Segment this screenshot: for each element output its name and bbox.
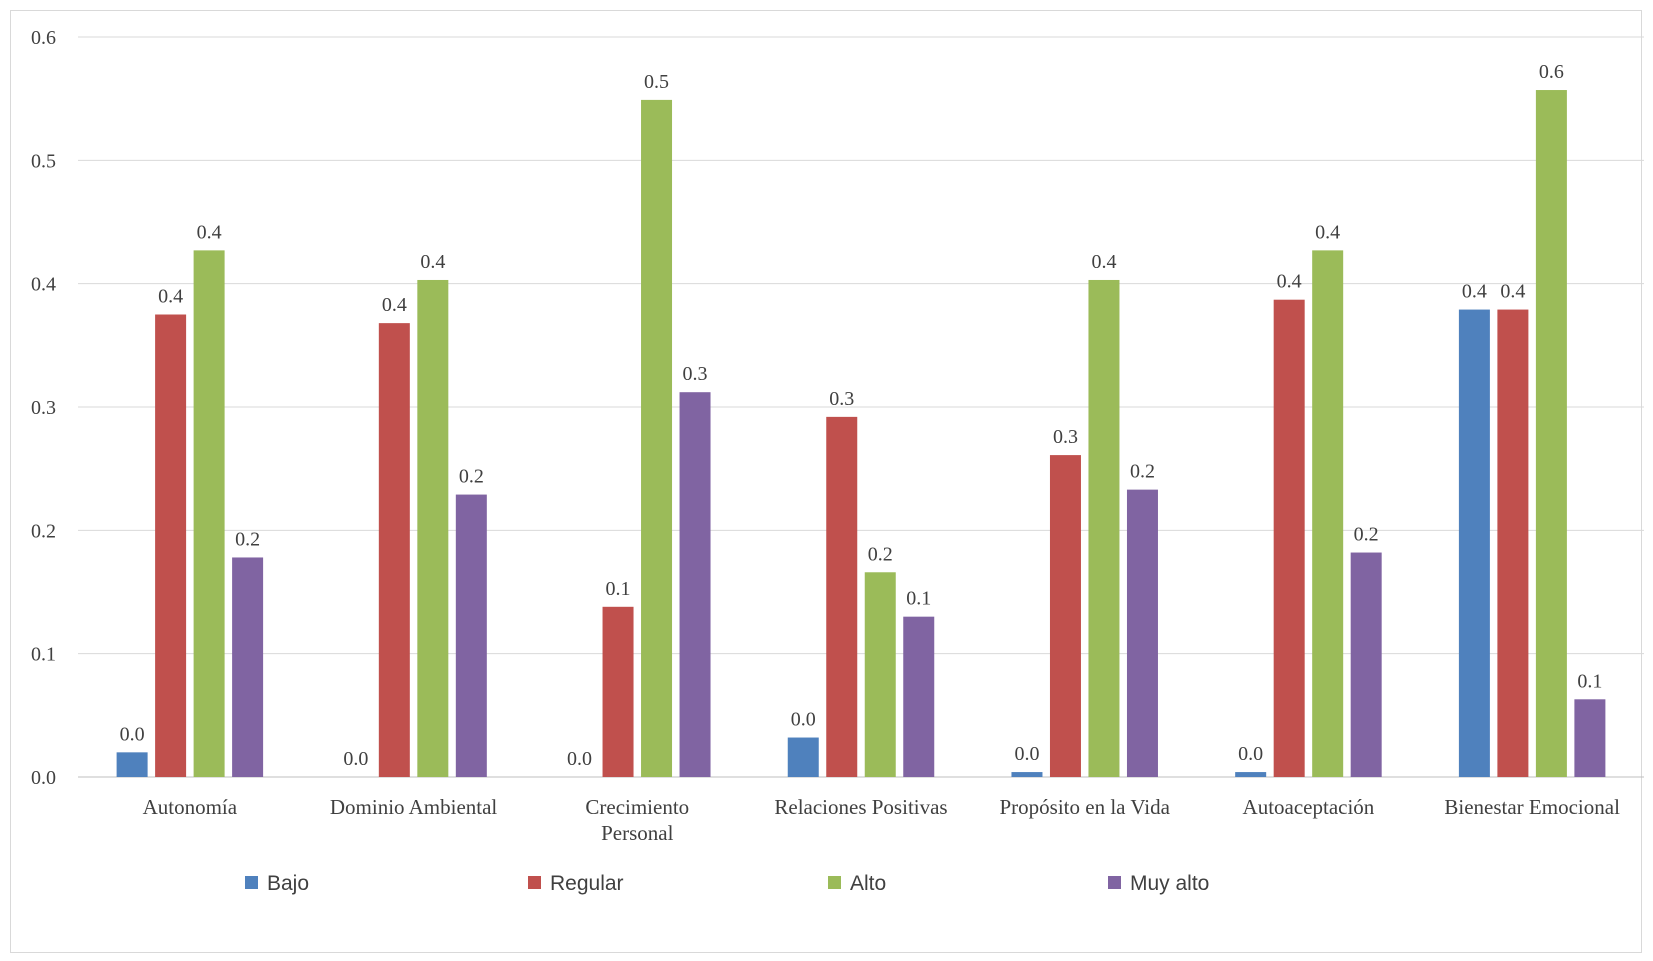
data-label: 0.0 <box>1014 743 1039 765</box>
legend-label: Bajo <box>267 872 309 895</box>
legend-swatch <box>245 876 258 889</box>
category-label: Bienestar Emocional <box>1444 795 1620 819</box>
data-label: 0.3 <box>1053 426 1078 448</box>
category-label: Relaciones Positivas <box>774 795 947 819</box>
y-tick-label: 0.3 <box>31 397 56 419</box>
data-label: 0.4 <box>1462 281 1487 303</box>
data-label: 0.0 <box>791 709 816 731</box>
y-tick-label: 0.6 <box>31 27 56 49</box>
data-label: 0.4 <box>382 294 407 316</box>
legend-label: Muy alto <box>1130 872 1209 895</box>
data-label: 0.4 <box>420 251 445 273</box>
bar-bajo <box>1011 772 1043 777</box>
bar-alto <box>417 279 449 777</box>
bar-alto <box>1312 250 1344 777</box>
legend-swatch <box>528 876 541 889</box>
data-label: 0.2 <box>459 466 484 488</box>
data-label: 0.0 <box>567 748 592 770</box>
bar-alto <box>641 99 673 777</box>
chart-frame <box>10 10 1642 953</box>
y-tick-label: 0.0 <box>31 767 56 789</box>
data-label: 0.2 <box>235 528 260 550</box>
y-tick-label: 0.1 <box>31 644 56 666</box>
bar-bajo <box>787 737 819 777</box>
bar-regular <box>378 323 410 777</box>
category-label: Crecimiento <box>585 795 689 819</box>
bar-bajo <box>1458 309 1490 777</box>
bar-muy-alto <box>1350 552 1382 777</box>
data-label: 0.4 <box>197 221 222 243</box>
data-label: 0.0 <box>343 748 368 770</box>
data-label: 0.6 <box>1539 61 1564 83</box>
bar-regular <box>826 416 858 777</box>
y-tick-label: 0.4 <box>31 274 56 296</box>
bar-muy-alto <box>1126 489 1158 777</box>
bar-muy-alto <box>679 392 711 777</box>
category-label: Personal <box>601 821 673 845</box>
data-label: 0.2 <box>1130 461 1155 483</box>
data-label: 0.1 <box>606 578 631 600</box>
bar-regular <box>602 606 634 777</box>
bar-regular <box>155 314 187 777</box>
data-label: 0.3 <box>683 363 708 385</box>
legend-swatch <box>1108 876 1121 889</box>
bar-alto <box>1535 90 1567 778</box>
data-label: 0.2 <box>1354 524 1379 546</box>
data-label: 0.1 <box>906 588 931 610</box>
bar-alto <box>1088 279 1120 777</box>
data-label: 0.4 <box>1277 271 1302 293</box>
legend-label: Regular <box>550 872 624 895</box>
category-label: Dominio Ambiental <box>330 795 498 819</box>
category-label: Autonomía <box>143 795 238 819</box>
bar-bajo <box>1235 772 1267 777</box>
bar-muy-alto <box>232 557 264 777</box>
legend-label: Alto <box>850 872 886 895</box>
data-label: 0.4 <box>1315 221 1340 243</box>
data-label: 0.0 <box>120 723 145 745</box>
legend-swatch <box>828 876 841 889</box>
bar-regular <box>1273 299 1305 777</box>
y-tick-label: 0.5 <box>31 150 56 172</box>
bar-regular <box>1497 309 1529 777</box>
category-label: Autoaceptación <box>1243 795 1375 819</box>
data-label: 0.4 <box>158 286 183 308</box>
bar-muy-alto <box>455 494 487 777</box>
data-label: 0.3 <box>829 388 854 410</box>
bar-alto <box>864 572 896 777</box>
category-label: Propósito en la Vida <box>1000 795 1171 819</box>
data-label: 0.1 <box>1577 670 1602 692</box>
data-label: 0.4 <box>1500 281 1525 303</box>
data-label: 0.2 <box>868 543 893 565</box>
bar-muy-alto <box>1574 699 1606 777</box>
data-label: 0.4 <box>1091 251 1116 273</box>
y-tick-label: 0.2 <box>31 520 56 542</box>
bar-muy-alto <box>903 616 935 777</box>
bar-bajo <box>116 752 148 777</box>
data-label: 0.0 <box>1238 743 1263 765</box>
bar-regular <box>1049 455 1081 777</box>
data-label: 0.5 <box>644 71 669 93</box>
bar-alto <box>193 250 225 777</box>
